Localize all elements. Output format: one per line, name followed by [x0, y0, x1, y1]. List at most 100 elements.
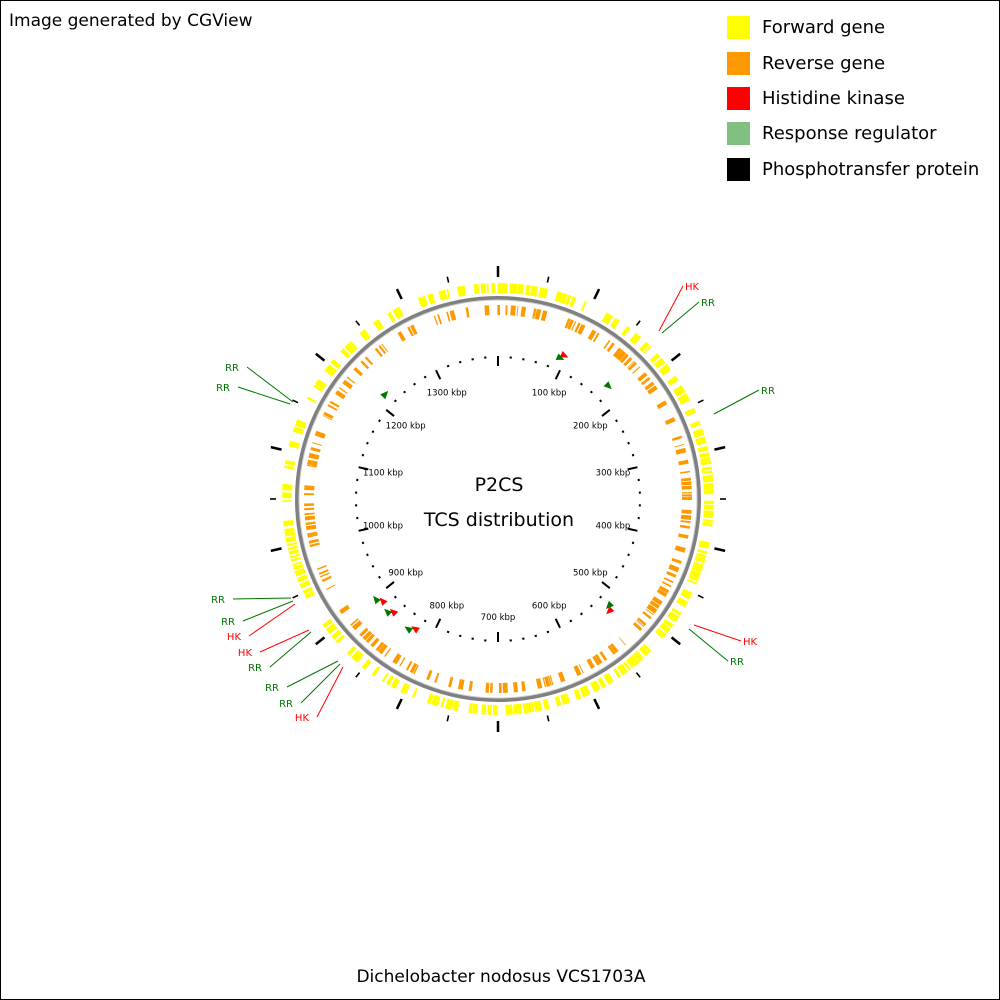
forward-gene — [304, 590, 316, 599]
forward-gene — [361, 658, 372, 670]
scale-tick — [579, 612, 583, 616]
forward-gene — [621, 326, 631, 337]
forward-gene — [513, 703, 523, 715]
reverse-gene — [636, 619, 645, 628]
forward-gene — [390, 677, 400, 689]
legend-item: Response regulator — [727, 116, 979, 151]
reverse-gene — [329, 400, 340, 408]
scale-tick — [621, 564, 625, 568]
forward-gene — [282, 483, 293, 491]
forward-gene — [701, 466, 712, 472]
scale-tick — [621, 430, 625, 434]
forward-gene — [289, 553, 300, 559]
forward-gene — [673, 385, 686, 397]
reverse-gene — [307, 534, 318, 538]
outer-tick — [670, 352, 681, 362]
reverse-gene — [353, 367, 364, 377]
reverse-gene — [305, 521, 316, 526]
legend-item: Histidine kinase — [727, 81, 979, 116]
reverse-gene — [437, 314, 442, 325]
forward-gene — [426, 693, 434, 705]
reverse-gene — [671, 435, 683, 442]
reverse-gene — [627, 361, 637, 371]
scale-tick — [385, 581, 395, 589]
forward-gene — [703, 489, 714, 495]
reverse-gene — [323, 411, 334, 419]
forward-gene — [689, 569, 701, 579]
legend-label: Histidine kinase — [762, 87, 905, 109]
reverse-gene — [316, 565, 327, 570]
forward-gene — [497, 282, 506, 294]
reverse-gene — [304, 485, 315, 491]
forward-gene — [371, 666, 381, 677]
reverse-gene — [362, 630, 373, 641]
reverse-gene — [678, 533, 689, 539]
reverse-gene — [521, 681, 526, 692]
reverse-gene — [680, 477, 692, 482]
forward-gene — [297, 574, 308, 583]
forward-gene — [292, 426, 304, 435]
kbp-scale: 100 kbp 200 kbp 300 kbp 400 kbp 500 kbp 600 k… — [355, 356, 641, 642]
outer-tick — [593, 698, 601, 710]
reverse-gene — [607, 645, 616, 655]
forward-gene — [573, 688, 582, 700]
forward-gene — [486, 283, 489, 294]
forward-gene — [703, 500, 714, 505]
reverse-gene — [606, 342, 615, 353]
forward-gene — [597, 677, 607, 689]
forward-gene — [702, 474, 714, 483]
scale-label: 600 kbp — [532, 601, 567, 611]
forward-gene — [696, 552, 707, 559]
scale-label: 100 kbp — [532, 389, 567, 399]
scale-label: 1200 kbp — [386, 421, 426, 431]
scale-label: 1100 kbp — [363, 469, 403, 479]
reverse-gene — [671, 557, 682, 564]
rr-label: RR — [248, 663, 262, 674]
scale-tick — [361, 541, 365, 545]
scale-label: 500 kbp — [573, 569, 608, 579]
scale-tick — [589, 604, 593, 608]
reverse-gene — [592, 332, 600, 343]
forward-gene — [633, 650, 644, 662]
forward-gene — [703, 510, 714, 519]
forward-gene — [344, 342, 356, 355]
reverse-gene — [616, 350, 627, 361]
scale-label: 300 kbp — [596, 469, 631, 479]
forward-gene — [580, 301, 587, 312]
reverse-gene — [637, 617, 647, 626]
rr-label: RR — [225, 363, 239, 374]
forward-gene — [288, 440, 300, 449]
scale-tick — [458, 360, 462, 364]
legend-swatch — [727, 86, 750, 110]
reverse-gene — [318, 569, 329, 575]
reverse-gene — [637, 372, 648, 382]
forward-gene — [623, 661, 631, 671]
forward-gene — [530, 285, 539, 297]
tcs-marker — [555, 353, 565, 360]
legend-swatch — [727, 16, 750, 40]
gene-track — [281, 282, 714, 715]
forward-gene — [438, 289, 448, 301]
reverse-gene — [658, 585, 670, 594]
forward-gene — [663, 618, 674, 629]
forward-gene — [703, 504, 714, 510]
scale-tick — [554, 369, 561, 380]
forward-gene — [525, 702, 535, 714]
forward-gene — [658, 364, 672, 376]
forward-gene — [282, 492, 293, 499]
forward-gene — [392, 306, 405, 320]
forward-gene — [643, 345, 652, 354]
reverse-gene — [681, 481, 692, 486]
forward-gene — [554, 695, 562, 707]
forward-gene — [324, 364, 337, 377]
forward-gene — [564, 294, 572, 306]
forward-gene — [649, 353, 661, 364]
reverse-gene — [307, 531, 318, 537]
forward-gene — [688, 574, 699, 582]
reverse-gene — [675, 447, 687, 455]
reverse-gene — [468, 680, 473, 692]
reverse-gene — [378, 345, 387, 355]
reverse-gene — [374, 347, 383, 357]
reverse-gene — [681, 492, 692, 494]
